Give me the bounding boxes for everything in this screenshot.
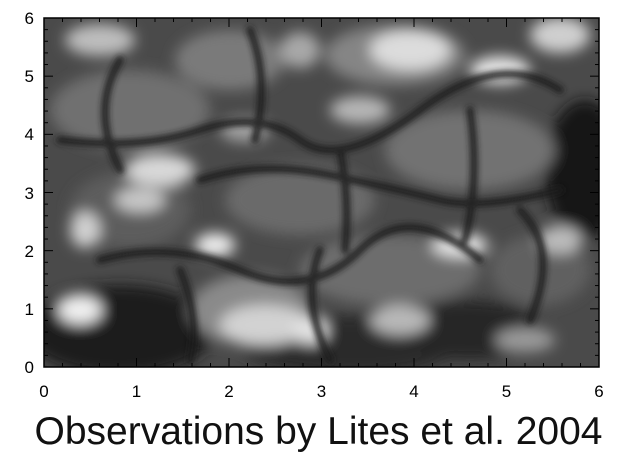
y-tick-label-4: 4: [25, 125, 34, 144]
x-tick-label-4: 4: [409, 382, 418, 401]
y-tick-label-5: 5: [25, 67, 34, 86]
x-tick-label-5: 5: [502, 382, 511, 401]
figure-caption: Observations by Lites et al. 2004: [34, 410, 603, 453]
y-tick-label-2: 2: [25, 242, 34, 261]
x-tick-label-6: 6: [594, 382, 603, 401]
y-tick-label-3: 3: [25, 184, 34, 203]
x-tick-label-3: 3: [317, 382, 326, 401]
axis-ticks: [43, 17, 600, 368]
x-tick-label-0: 0: [39, 382, 48, 401]
x-tick-label-1: 1: [132, 382, 141, 401]
x-tick-label-2: 2: [224, 382, 233, 401]
y-tick-label-1: 1: [25, 300, 34, 319]
figure-canvas: 0 1 2 3 4 5 6 0 1 2 3 4 5 6: [25, 9, 604, 401]
y-tick-label-6: 6: [25, 9, 34, 28]
granulation-image: [44, 18, 599, 367]
y-tick-label-0: 0: [25, 358, 34, 377]
